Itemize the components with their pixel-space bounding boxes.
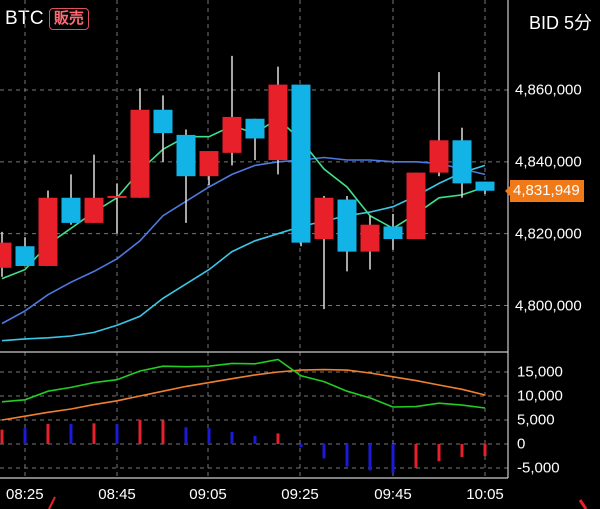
candle-body [314,197,334,240]
price-axis-label: 4,800,000 [515,297,582,315]
candle-body [291,84,311,243]
histogram-bar [138,420,142,444]
histogram-bar [368,444,372,471]
moving-average-line [1,117,486,280]
candle-body [268,84,288,161]
signal-line [1,368,486,421]
histogram-bar [207,428,211,444]
price-axis-label: 4,820,000 [515,225,582,243]
moving-average-line [1,164,486,342]
histogram-bar [322,444,326,459]
candle-body [61,197,81,223]
histogram-bar [46,423,50,444]
time-axis-label: 10:05 [466,486,504,503]
candle-body [15,246,35,266]
decor-mark [48,496,56,509]
moving-average-line [1,156,486,325]
symbol-label[interactable]: BTC [5,8,44,29]
candle-body [429,140,449,173]
histogram-bar [0,429,4,444]
histogram-bar [299,444,303,448]
candle-body [153,109,173,134]
time-axis-label: 09:05 [189,486,227,503]
candle-body [0,242,12,268]
indicator-axis-label: 0 [517,435,526,453]
time-axis-label: 08:45 [98,486,136,503]
histogram-bar [276,433,280,444]
candle-body [130,109,150,198]
candle-body [245,118,265,139]
indicator-axis-label: 10,000 [517,387,563,405]
candle-body [475,181,495,191]
decor-mark [578,499,588,509]
histogram-bar [460,444,464,457]
current-price-tag: 4,831,949 [505,180,584,202]
histogram-bar [483,444,487,456]
histogram-bar [69,423,73,444]
histogram-bar [92,423,96,444]
histogram-bar [345,444,349,467]
candle-body [452,140,472,184]
candle-body [222,116,242,153]
candle-body [360,224,380,252]
candle-body [84,197,104,223]
price-axis-label: 4,860,000 [515,81,582,99]
candle-body [337,199,357,252]
side-badge[interactable]: 販売 [48,8,89,30]
histogram-bar [253,435,257,444]
indicator-axis-label: 15,000 [517,363,563,381]
histogram-bar [23,428,27,444]
time-axis-label: 08:25 [6,486,44,503]
histogram-bar [414,444,418,468]
indicator-axis-label: 5,000 [517,411,555,429]
time-axis-label: 09:45 [374,486,412,503]
time-axis-label: 09:25 [281,486,319,503]
candle-body [406,172,426,240]
timeframe-label[interactable]: BID 5分 [528,13,592,33]
candle-body [383,226,403,240]
price-axis-label: 4,840,000 [515,153,582,171]
candle-body [176,134,196,177]
histogram-bar [230,432,234,444]
histogram-bar [184,427,188,444]
candle-body [38,197,58,266]
macd-line [1,358,486,409]
histogram-bar [437,444,441,462]
histogram-bar [391,444,395,473]
indicator-axis-label: -5,000 [517,459,560,477]
header-left: BTC 販売 [5,8,89,30]
candle-body [199,151,219,177]
candle-body [107,195,127,198]
histogram-bar [161,420,165,444]
histogram-bar [115,424,119,444]
